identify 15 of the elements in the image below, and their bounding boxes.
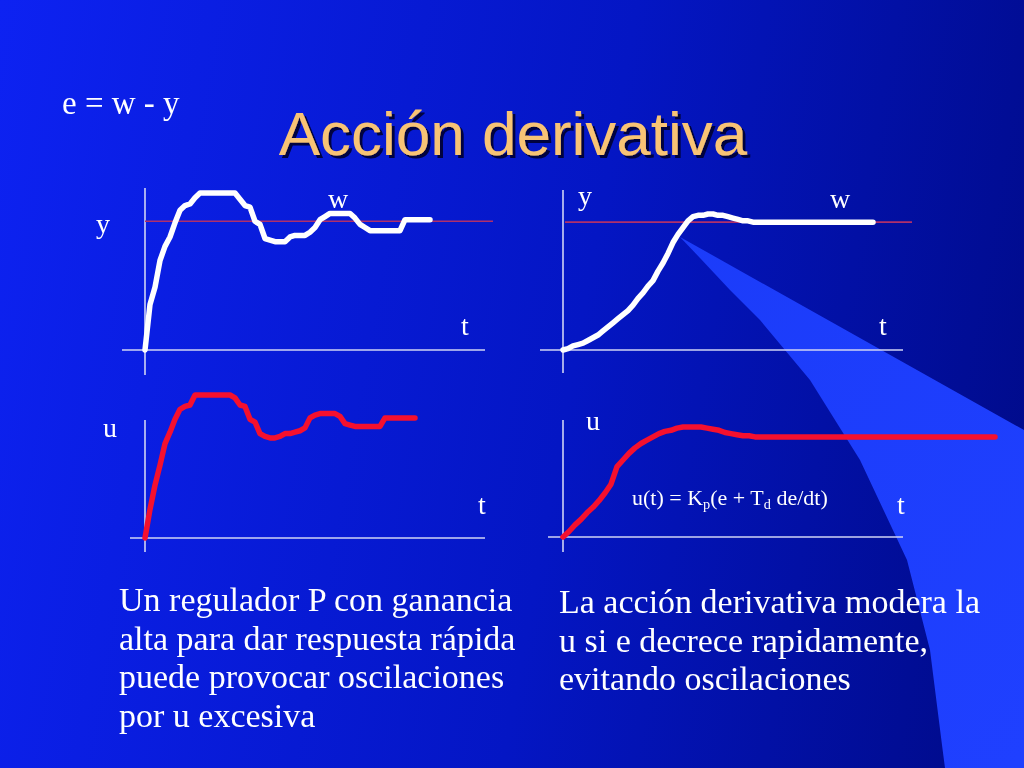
text: La acción derivativa modera la u si e decrece rapidamente, evitando oscilaciones [559, 583, 980, 697]
y-axis-title: u [103, 412, 117, 443]
y-axis-title: y [578, 180, 592, 211]
ref-line-label: w [829, 183, 851, 214]
x-axis-title: t [461, 310, 470, 341]
x-axis-title: t [879, 310, 888, 341]
text: Un regulador P con ganancia alta para dar respuesta rápida puede provocar oscilaciones por u excesiva [119, 581, 516, 734]
ref-line-label: w [327, 183, 349, 214]
annotation: u(t) = K$_{p}$(e + T$_{d}$ de/dt) [632, 485, 828, 512]
x-axis-title: t [897, 489, 906, 520]
x-axis-title: t [478, 489, 487, 520]
text: e = w - y [62, 85, 181, 121]
y-axis-title: y [96, 208, 110, 239]
y-axis-title: u [586, 405, 600, 436]
chart-title: Acción derivativa [278, 99, 748, 168]
